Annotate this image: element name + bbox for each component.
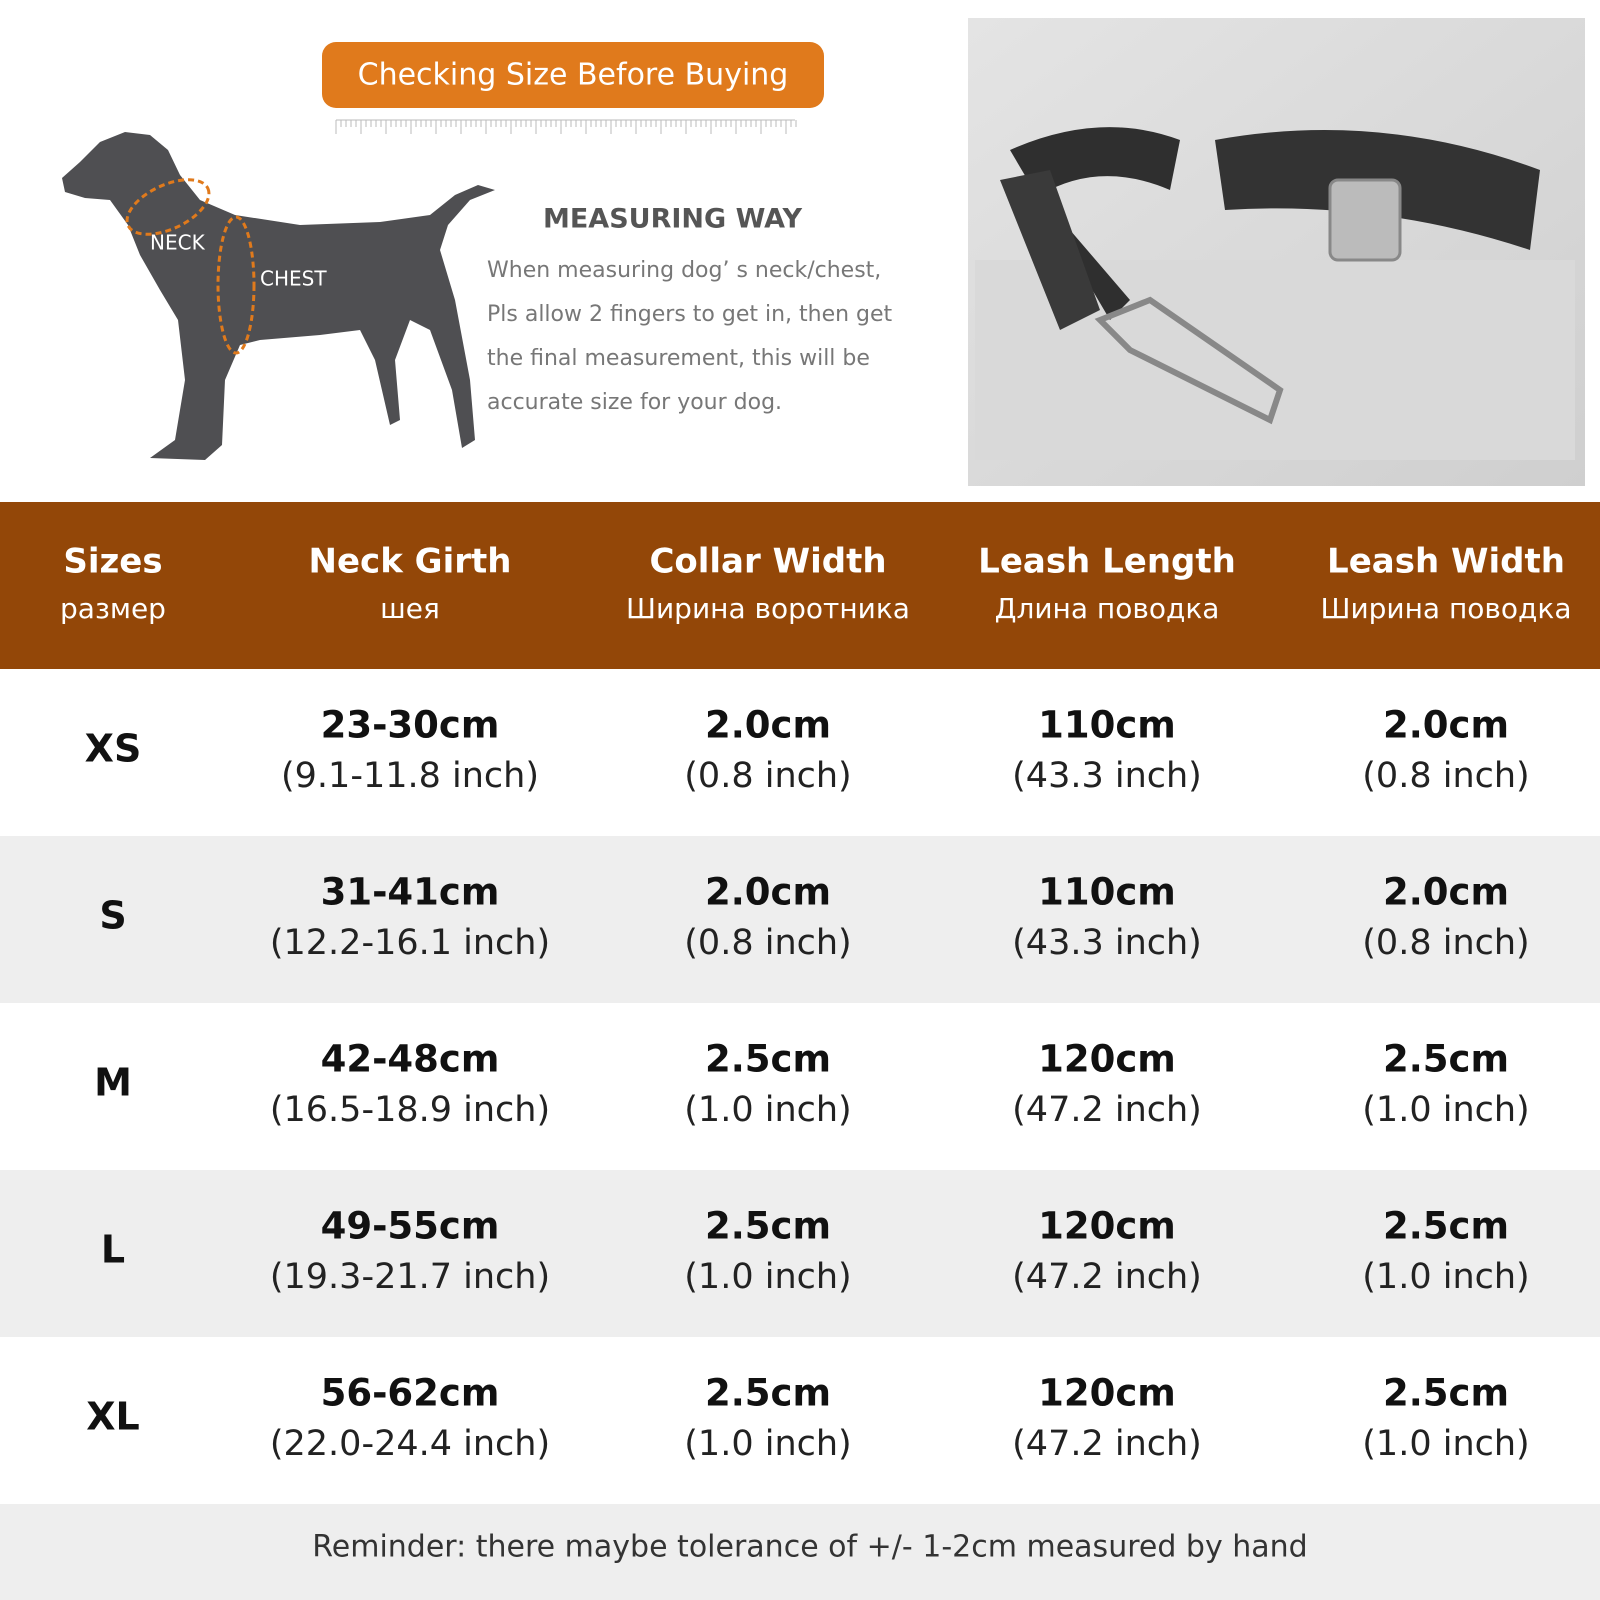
table-row [0, 836, 1600, 1003]
table-header-band [0, 502, 1600, 669]
cell-main: 42-48cm [321, 1038, 500, 1081]
cell-main: 23-30cm [321, 704, 500, 747]
size-label: S [99, 894, 126, 938]
table: Sizes размер Neck Girth шея Collar Width Шири… [0, 542, 1600, 1504]
header-en: Sizes [63, 542, 162, 582]
cell-main: 120cm [1038, 1038, 1176, 1081]
table-row [0, 669, 1600, 836]
cell-sub: (1.0 inch) [684, 1090, 851, 1130]
cell-main: 2.0cm [1383, 871, 1509, 914]
reminder-band [0, 1504, 1600, 1600]
chest-label: CHEST [260, 267, 327, 291]
ruler [335, 119, 797, 134]
neck-label: NECK [150, 231, 206, 255]
table-row [0, 1003, 1600, 1170]
cell-main: 2.5cm [1383, 1205, 1509, 1248]
title-button [322, 42, 824, 108]
cell-main: 2.5cm [705, 1372, 831, 1415]
cell-main: 2.5cm [1383, 1372, 1509, 1415]
header-ru: размер [60, 592, 166, 625]
cell-main: 31-41cm [321, 871, 500, 914]
cell-sub: (47.2 inch) [1012, 1257, 1202, 1297]
header-ru: шея [380, 592, 440, 625]
cell-sub: (1.0 inch) [1362, 1257, 1529, 1297]
measuring-line: When measuring dog’ s neck/chest, [487, 258, 881, 283]
cell-main: 110cm [1038, 871, 1176, 914]
cell-main: 2.0cm [1383, 704, 1509, 747]
header-ru: Ширина воротника [626, 592, 910, 625]
header-ru: Ширина поводка [1321, 592, 1572, 625]
cell-sub: (1.0 inch) [1362, 1090, 1529, 1130]
cell-main: 49-55cm [321, 1205, 500, 1248]
measuring-title: MEASURING WAY [543, 204, 802, 235]
title: Checking Size Before Buying [358, 58, 789, 93]
header-ru: Длина поводка [995, 592, 1220, 625]
cell-sub: (16.5-18.9 inch) [270, 1090, 550, 1130]
measuring-line: Pls allow 2 fingers to get in, then get [487, 302, 893, 327]
header-en: Leash Width [1327, 542, 1565, 582]
cell-main: 120cm [1038, 1372, 1176, 1415]
cell-main: 2.5cm [705, 1038, 831, 1081]
dog-silhouette [62, 132, 495, 460]
cell-main: 2.0cm [705, 704, 831, 747]
size-label: L [101, 1228, 125, 1272]
cell-sub: (0.8 inch) [684, 923, 851, 963]
measuring-line: the final measurement, this will be [487, 346, 870, 371]
cell-sub: (19.3-21.7 inch) [270, 1257, 550, 1297]
cell-sub: (1.0 inch) [684, 1257, 851, 1297]
size-label: M [94, 1061, 132, 1105]
size-label: XL [86, 1395, 140, 1439]
cell-sub: (47.2 inch) [1012, 1090, 1202, 1130]
cell-sub: (12.2-16.1 inch) [270, 923, 550, 963]
cell-main: 110cm [1038, 704, 1176, 747]
cell-sub: (9.1-11.8 inch) [281, 756, 539, 796]
size-label: XS [85, 727, 142, 771]
chest-measure [216, 215, 256, 355]
cell-main: 120cm [1038, 1205, 1176, 1248]
cell-sub: (43.3 inch) [1012, 756, 1202, 796]
cell-main: 56-62cm [321, 1372, 500, 1415]
cell-sub: (22.0-24.4 inch) [270, 1424, 550, 1464]
cell-main: 2.5cm [1383, 1038, 1509, 1081]
cell-sub: (1.0 inch) [684, 1424, 851, 1464]
cell-sub: (1.0 inch) [1362, 1424, 1529, 1464]
measuring-line: accurate size for your dog. [487, 390, 782, 415]
reminder: Reminder: there maybe tolerance of +/- 1… [312, 1530, 1307, 1565]
cell-sub: (0.8 inch) [1362, 756, 1529, 796]
table-row [0, 1170, 1600, 1337]
table-row [0, 1337, 1600, 1504]
product-photo [968, 18, 1585, 486]
neck-measure [125, 178, 211, 236]
cell-sub: (0.8 inch) [684, 756, 851, 796]
cell-sub: (47.2 inch) [1012, 1424, 1202, 1464]
cell-sub: (0.8 inch) [1362, 923, 1529, 963]
header-en: Collar Width [649, 542, 886, 582]
header-en: Neck Girth [309, 542, 512, 582]
cell-main: 2.0cm [705, 871, 831, 914]
cell-sub: (43.3 inch) [1012, 923, 1202, 963]
header-en: Leash Length [978, 542, 1236, 582]
cell-main: 2.5cm [705, 1205, 831, 1248]
